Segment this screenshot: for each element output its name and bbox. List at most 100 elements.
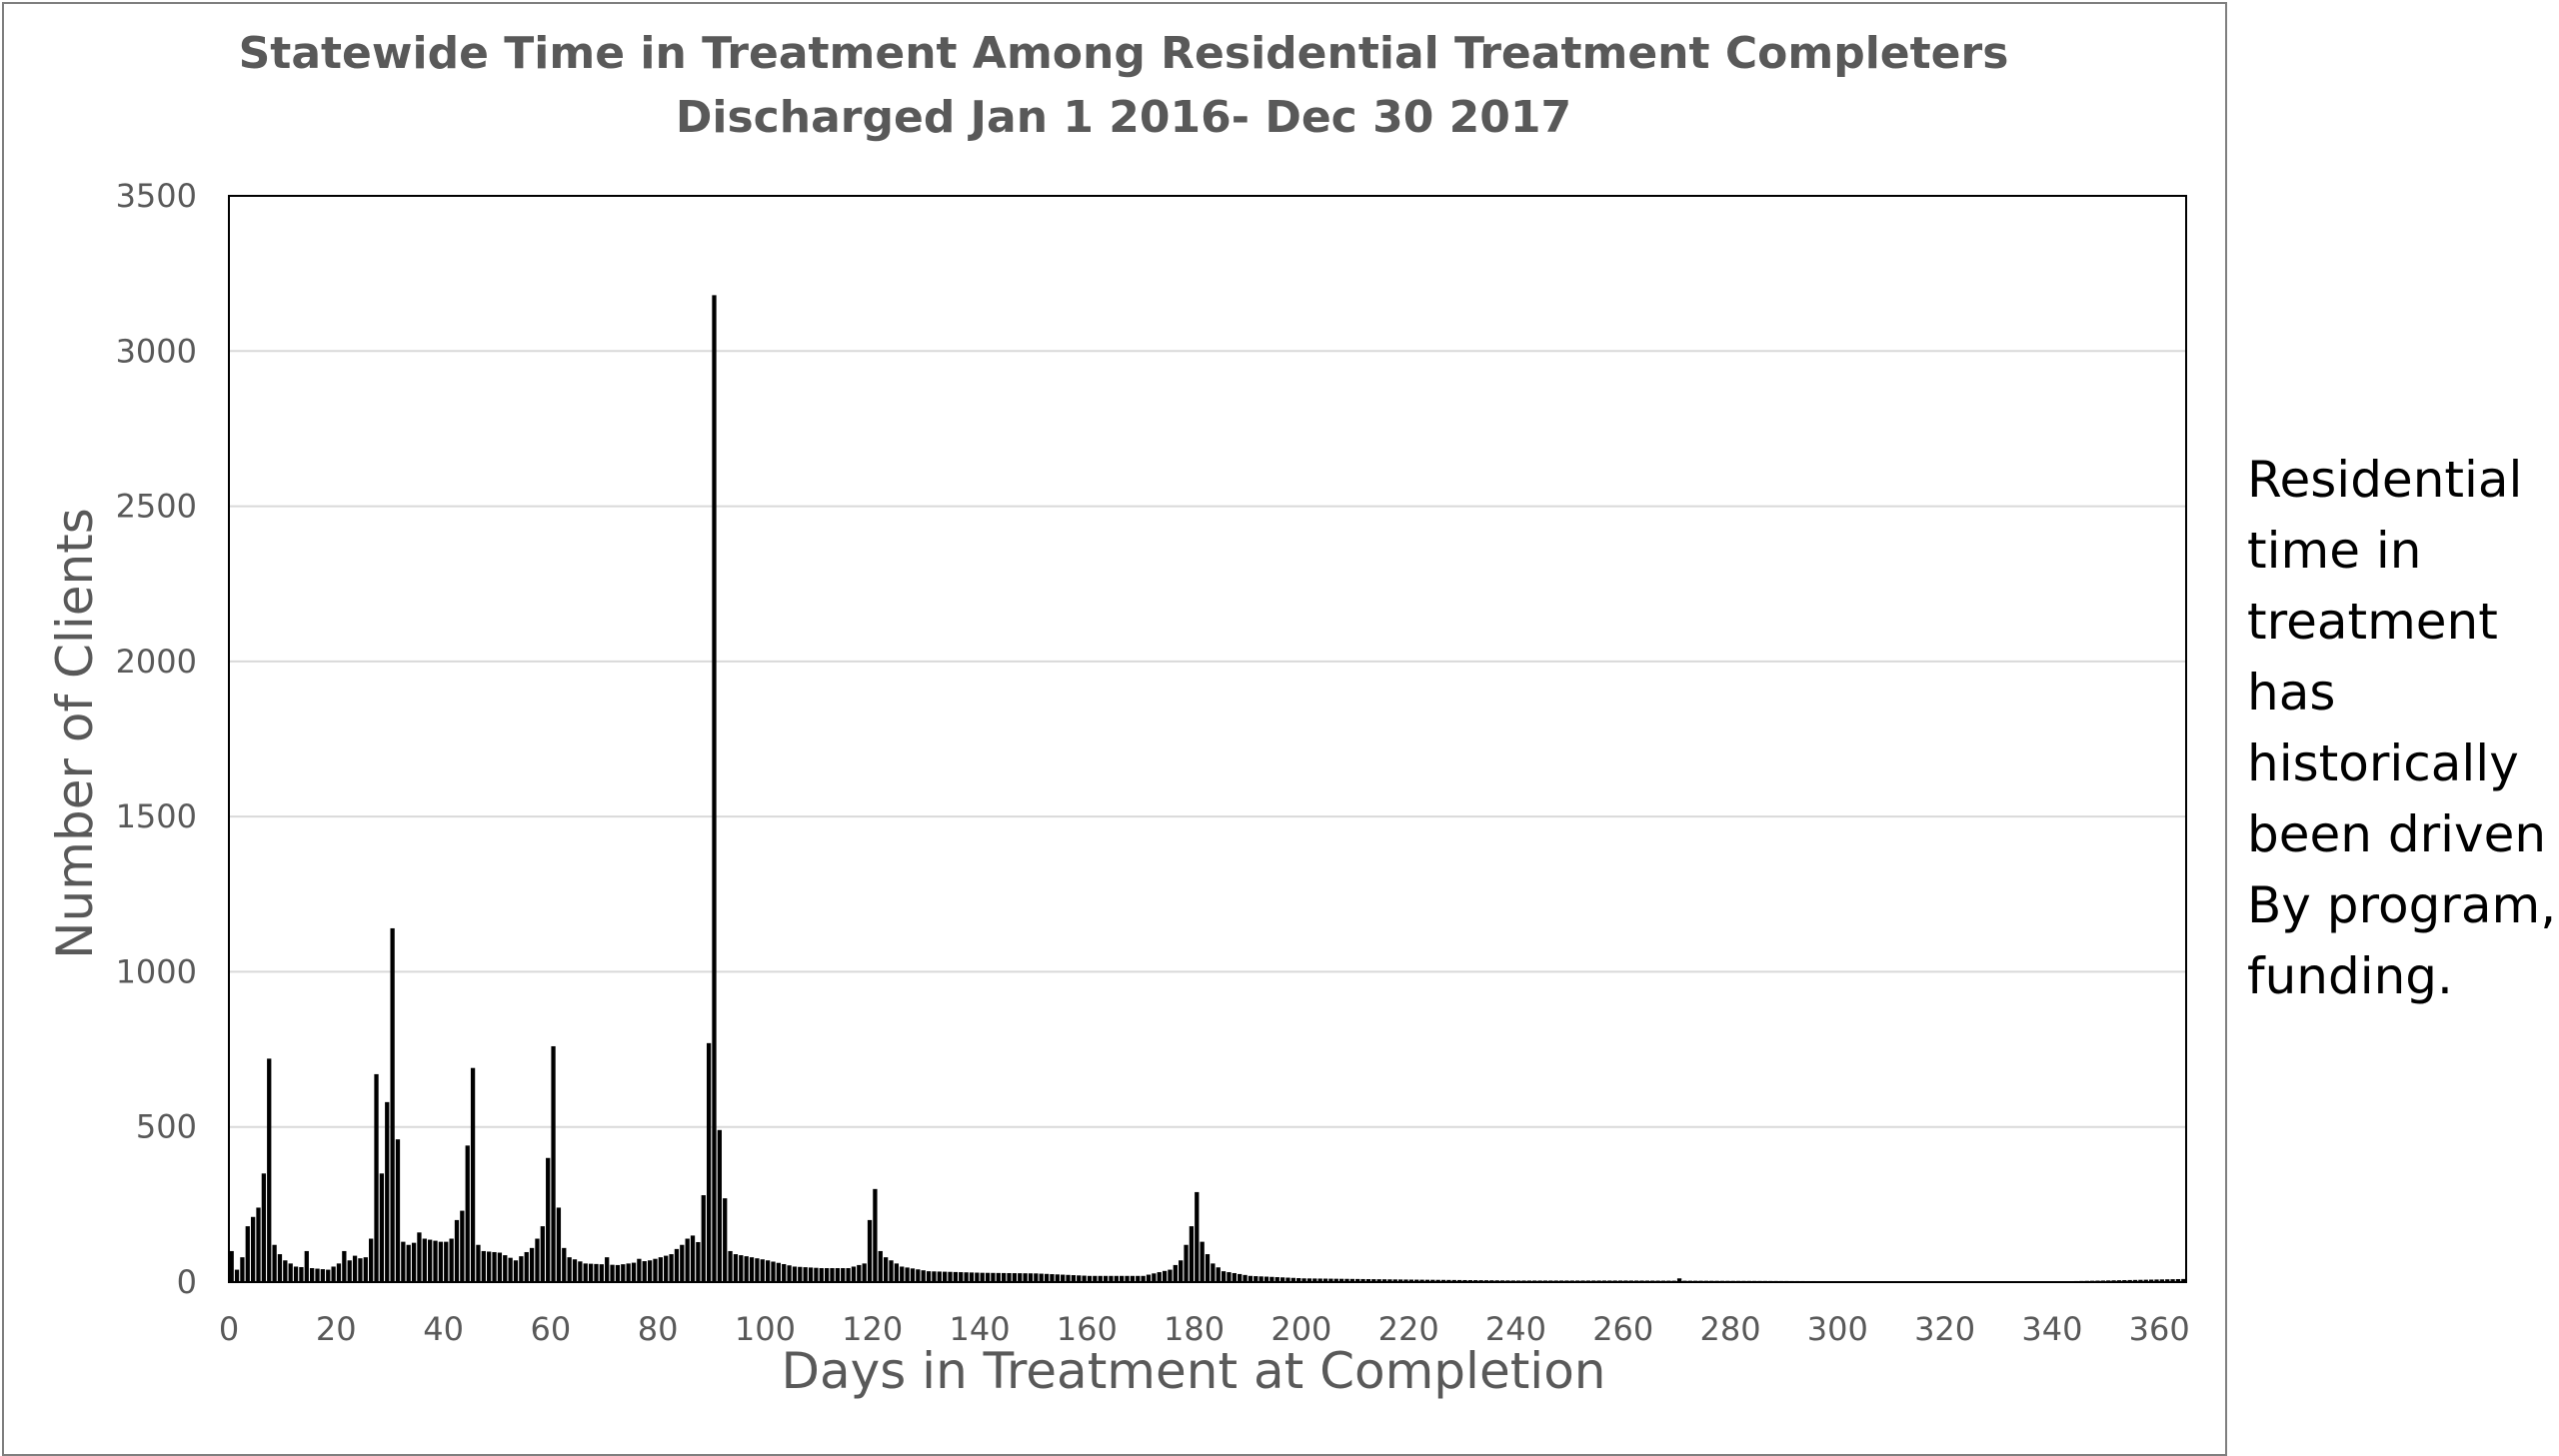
x-tick-label: 200 [1271,1310,1331,1348]
bar [631,1262,637,1282]
bar [647,1260,653,1282]
bar [2127,1279,2132,1282]
bar [760,1259,765,1282]
bar [1371,1279,1376,1282]
chart-title: Statewide Time in Treatment Among Reside… [239,28,2009,79]
bar [599,1264,604,1282]
y-axis-ticks: 0 500 1000 1500 2000 2500 3000 3500 [116,177,197,1301]
side-note-line: time in [2247,522,2422,580]
bar [862,1263,867,1282]
bar [519,1256,524,1282]
bar [2148,1279,2154,1282]
bar [283,1260,288,1282]
bar [331,1266,336,1282]
bar [433,1240,438,1282]
y-tick-label: 500 [136,1108,197,1146]
x-tick-label: 240 [1485,1310,1546,1348]
bar [921,1270,926,1282]
bar [937,1271,942,1282]
bar [385,1101,390,1282]
side-note-line: treatment [2247,593,2498,651]
bar [1179,1260,1184,1282]
bar [326,1269,331,1282]
bar [749,1257,755,1282]
bar [1077,1275,1082,1282]
bar [846,1268,851,1282]
bar [336,1263,342,1282]
bar [1168,1269,1173,1282]
bar [1254,1276,1259,1282]
bar [320,1269,326,1282]
bar [900,1266,905,1282]
bar [1446,1279,1451,1282]
bar [1376,1279,1381,1282]
bar [1205,1254,1211,1282]
bar [1071,1275,1077,1282]
bar [1028,1273,1034,1282]
bar [1200,1241,1205,1282]
bar [1039,1273,1044,1282]
bar [1152,1273,1157,1282]
bar [1055,1274,1060,1282]
bar [948,1271,953,1282]
bar [980,1272,985,1282]
bar [851,1266,857,1282]
bar [513,1260,519,1282]
bar [1275,1277,1280,1282]
bar [626,1263,631,1282]
bar [1232,1272,1237,1282]
y-tick-label: 1500 [116,797,197,835]
bar [454,1219,460,1282]
bar [1211,1263,1216,1282]
chart-subtitle: Discharged Jan 1 2016- Dec 30 2017 [676,92,1571,143]
bar [417,1232,422,1282]
bar [814,1267,819,1282]
bar [1403,1279,1408,1282]
bar [2181,1278,2186,1282]
bar [481,1250,486,1282]
bar [1290,1277,1295,1282]
bar [1317,1278,1322,1282]
bar [932,1271,937,1282]
bar [2175,1279,2181,1282]
bar [830,1268,835,1282]
y-tick-label: 2000 [116,643,197,681]
bar [733,1254,739,1282]
plot-area-border [228,195,2187,1283]
bar [508,1257,513,1282]
bar [637,1258,642,1282]
bar [379,1173,385,1282]
bar [878,1250,883,1282]
bar [1322,1278,1328,1282]
bar [299,1266,304,1282]
bar [798,1266,803,1282]
bar [293,1266,299,1282]
bar [905,1267,910,1282]
x-tick-label: 20 [316,1310,357,1348]
bar [873,1188,878,1282]
bar [535,1238,540,1282]
bar [680,1244,685,1282]
bar [1270,1276,1275,1282]
side-note-line: By program, [2247,876,2557,934]
bar [594,1263,599,1282]
bar [835,1268,840,1282]
bar [894,1263,900,1282]
bar [1344,1278,1349,1282]
bar [578,1261,583,1282]
bar [1050,1274,1055,1282]
bar [1462,1279,1467,1282]
bar [234,1269,240,1282]
x-tick-label: 0 [219,1310,239,1348]
bar [245,1226,250,1282]
bar [1136,1275,1141,1282]
bar [621,1264,626,1282]
bar [739,1255,744,1282]
bar [1103,1275,1109,1282]
bar [1424,1279,1430,1282]
bar [959,1272,964,1282]
bar [1676,1278,1682,1282]
side-note-line: Residential [2247,451,2523,509]
bar [717,1129,722,1282]
bar [256,1207,261,1282]
